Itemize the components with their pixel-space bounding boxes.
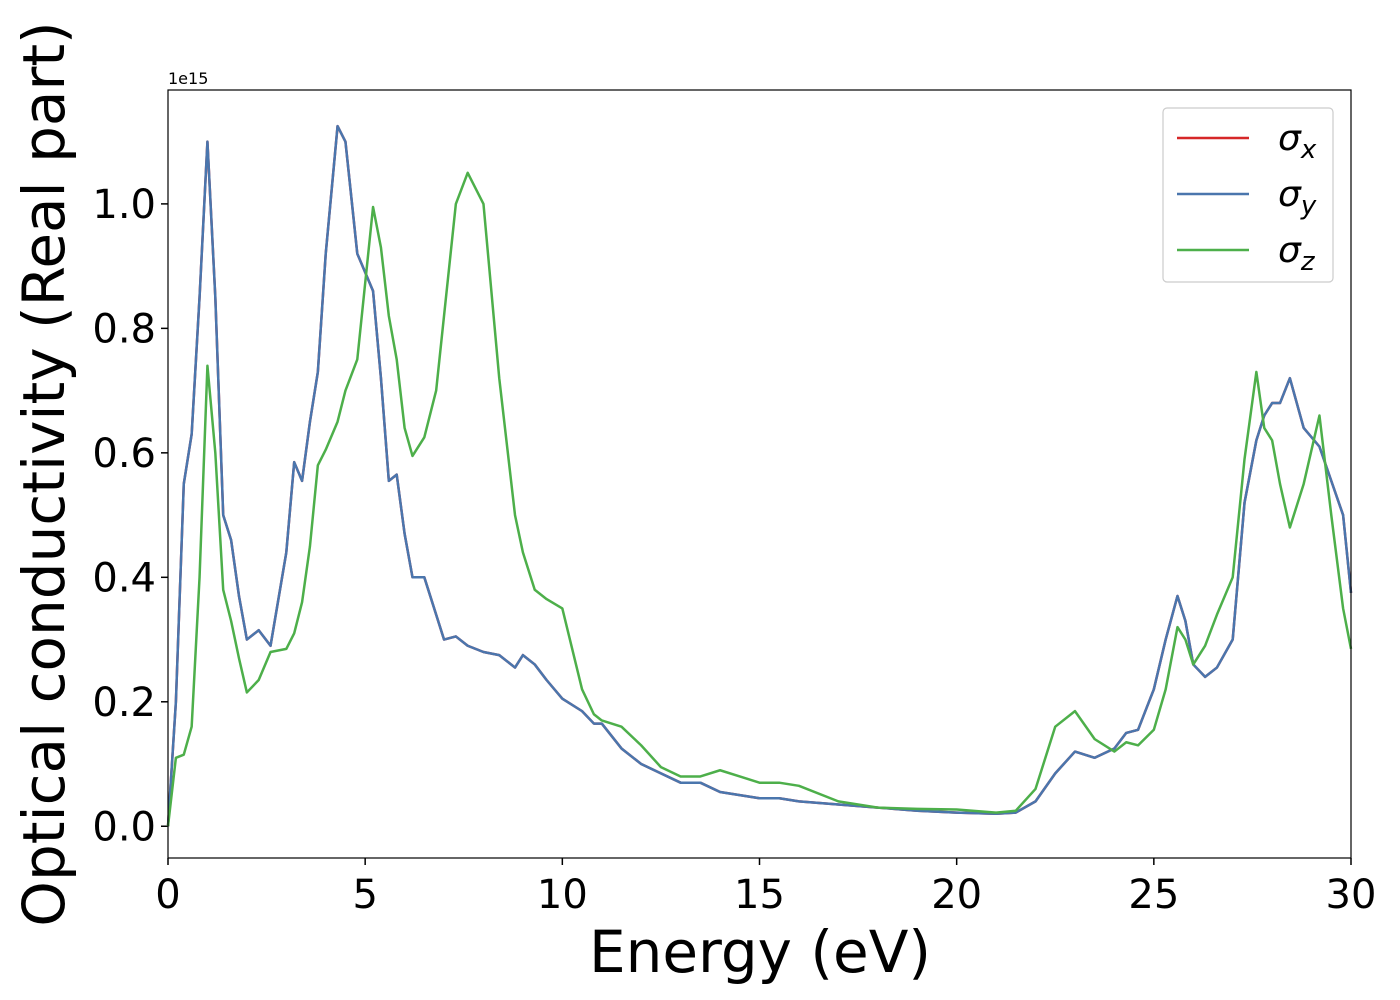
series-line (166, 171, 1353, 827)
x-tick-label: 10 (537, 872, 588, 918)
x-tick-label: 25 (1128, 872, 1179, 918)
x-tick-label: 30 (1326, 872, 1377, 918)
x-tick-label: 0 (155, 872, 180, 918)
y-tick-label: 0.8 (92, 306, 156, 352)
plot-frame (167, 89, 1352, 859)
legend-label: σz (1278, 230, 1316, 277)
x-tick-label: 20 (931, 872, 982, 918)
x-axis-label: Energy (eV) (589, 918, 931, 986)
x-tick-label: 5 (352, 872, 377, 918)
legend-label: σy (1278, 174, 1317, 221)
legend-label: σx (1278, 118, 1317, 165)
offset-label: 1e15 (168, 69, 208, 88)
y-tick-label: 0.6 (92, 431, 156, 477)
y-tick-label: 0.4 (92, 555, 156, 601)
y-axis-label: Optical conductivity (Real part) (10, 21, 78, 926)
y-tick-label: 0.2 (92, 680, 156, 726)
x-tick-label: 15 (734, 872, 785, 918)
y-tick-label: 1.0 (92, 182, 156, 228)
y-tick-label: 0.0 (92, 804, 156, 850)
